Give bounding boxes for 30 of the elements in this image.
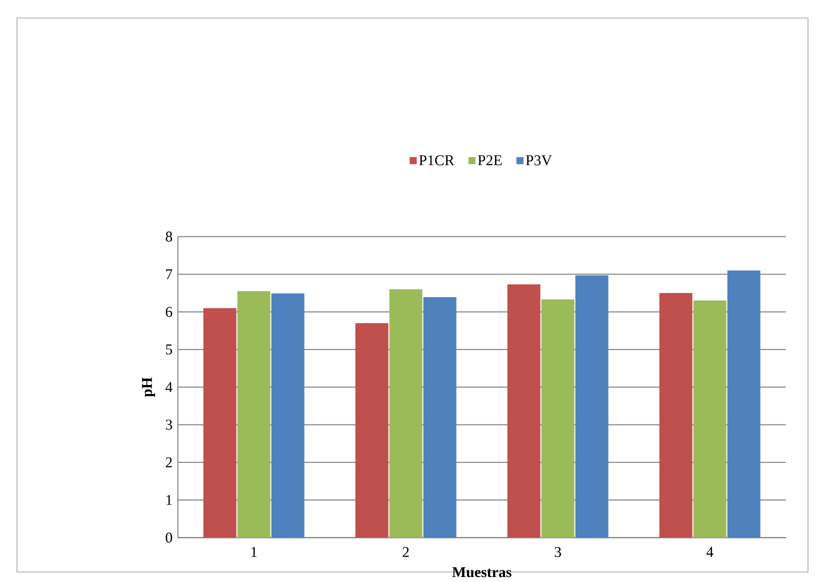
legend-label: P1CR xyxy=(419,155,454,166)
x-axis-title: Muestras xyxy=(452,567,512,578)
y-tick-label: 1 xyxy=(166,494,172,505)
y-tick-label: 5 xyxy=(166,344,172,354)
x-tick-label: 2 xyxy=(402,546,409,557)
y-tick-label: 2 xyxy=(166,457,172,468)
y-tick-label: 4 xyxy=(165,382,172,392)
legend-label: P3V xyxy=(526,155,552,166)
x-tick-label: 1 xyxy=(251,546,257,557)
y-tick-label: 0 xyxy=(166,532,172,543)
bar xyxy=(693,300,726,538)
bar xyxy=(389,289,422,538)
bar xyxy=(659,292,692,538)
legend-label: P2E xyxy=(478,155,502,166)
bar xyxy=(507,284,540,538)
y-tick-label: 6 xyxy=(166,306,172,317)
y-tick-label: 8 xyxy=(166,231,172,242)
bar xyxy=(237,291,270,538)
y-tick-label: 3 xyxy=(166,420,172,430)
y-tick-label: 7 xyxy=(166,269,172,280)
bar xyxy=(355,323,388,538)
bar xyxy=(271,293,304,538)
bar xyxy=(575,275,608,538)
x-tick-label: 4 xyxy=(706,546,714,557)
bar xyxy=(541,299,574,538)
y-axis-title: pH xyxy=(142,377,156,397)
bar xyxy=(727,270,760,538)
bar xyxy=(423,297,456,538)
bar xyxy=(203,308,236,538)
x-tick-label: 3 xyxy=(554,546,562,557)
